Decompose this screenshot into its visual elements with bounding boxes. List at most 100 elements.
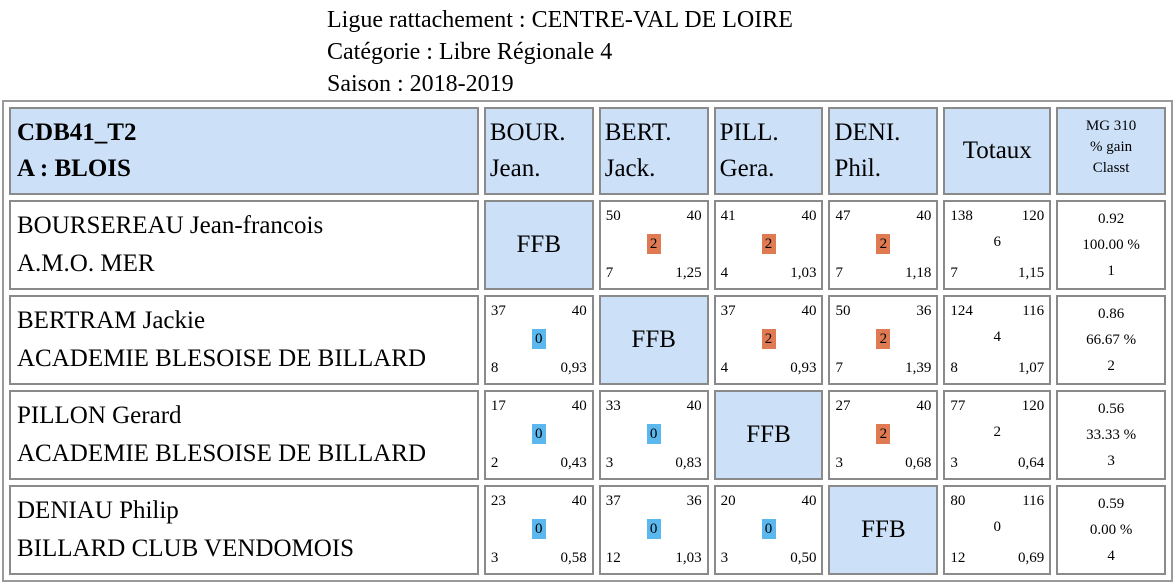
match-innings: 3 <box>720 550 729 566</box>
match-target: 36 <box>916 303 932 319</box>
match-points: 37 <box>605 493 621 509</box>
player-cell: BOURSEREAU Jean-francois A.M.O. MER <box>9 200 479 290</box>
gain-percent: 0.00 % <box>1089 522 1133 538</box>
match-cell: 33 40 0 3 0,83 <box>598 390 709 480</box>
player-name: BERTRAM Jackie <box>17 307 206 334</box>
mg-header-line3: Classt <box>1092 160 1130 176</box>
player-club: ACADEMIE BLESOISE DE BILLARD <box>17 345 427 372</box>
match-target: 40 <box>916 208 932 224</box>
self-match-cell: FFB <box>598 295 709 385</box>
table-header-row: CDB41_T2 A : BLOIS BOUR. Jean. BERT. Jac… <box>9 107 1166 195</box>
match-cell: 27 40 2 3 0,68 <box>828 390 939 480</box>
column-header-line1: BERT. <box>604 119 672 146</box>
column-header: BERT. Jack. <box>598 107 709 195</box>
match-average: 1,39 <box>905 360 932 376</box>
match-cell: 23 40 0 3 0,58 <box>483 485 594 575</box>
total-innings: 12 <box>950 550 966 566</box>
match-average: 0,68 <box>905 455 932 471</box>
general-average: 0.59 <box>1097 496 1125 512</box>
self-match-cell: FFB <box>713 390 824 480</box>
column-header-line2: Jack. <box>604 155 656 182</box>
match-points: 37 <box>490 303 506 319</box>
match-average: 0,83 <box>675 455 702 471</box>
match-points: 50 <box>835 303 851 319</box>
general-average: 0.92 <box>1097 211 1125 227</box>
totals-cell: 124 116 4 8 1,07 <box>943 295 1052 385</box>
match-target: 40 <box>801 493 817 509</box>
match-innings: 3 <box>835 455 843 471</box>
match-average: 0,58 <box>560 550 587 566</box>
player-name: DENIAU Philip <box>17 497 179 524</box>
general-average: 0.86 <box>1097 306 1125 322</box>
player-cell: PILLON Gerard ACADEMIE BLESOISE DE BILLAR… <box>9 390 479 480</box>
match-innings: 4 <box>720 360 729 376</box>
total-average: 1,07 <box>1017 360 1045 376</box>
total-average: 1,15 <box>1017 265 1045 281</box>
column-header-line1: PILL. <box>719 119 779 146</box>
match-cell: 50 36 2 7 1,39 <box>828 295 939 385</box>
league-line: Ligue rattachement : CENTRE-VAL DE LOIRE <box>327 7 793 33</box>
mg-header: MG 310 % gain Classt <box>1056 107 1166 195</box>
totals-cell: 77 120 2 3 0,64 <box>943 390 1052 480</box>
total-innings: 3 <box>950 455 958 471</box>
page-header: Ligue rattachement : CENTRE-VAL DE LOIRE… <box>327 4 793 100</box>
player-club: ACADEMIE BLESOISE DE BILLARD <box>17 440 427 467</box>
mg-cell: 0.92 100.00 % 1 <box>1056 200 1166 290</box>
match-points: 17 <box>490 398 506 414</box>
match-target: 40 <box>686 398 702 414</box>
match-result-badge: 2 <box>876 329 891 349</box>
match-result-badge: 0 <box>646 424 661 444</box>
mg-header-line1: MG 310 <box>1085 118 1137 134</box>
match-target: 40 <box>571 493 587 509</box>
match-innings: 7 <box>835 265 843 281</box>
totals-cell: 138 120 6 7 1,15 <box>943 200 1052 290</box>
match-average: 1,03 <box>790 265 817 281</box>
match-cell: 20 40 0 3 0,50 <box>713 485 824 575</box>
match-innings: 3 <box>605 455 614 471</box>
match-result-badge: 0 <box>646 519 661 539</box>
match-cell: 17 40 0 2 0,43 <box>483 390 594 480</box>
player-club: A.M.O. MER <box>17 250 155 277</box>
match-points: 50 <box>605 208 621 224</box>
match-points: 23 <box>490 493 506 509</box>
table-row: BERTRAM Jackie ACADEMIE BLESOISE DE BILLA… <box>9 295 1166 385</box>
ranking: 3 <box>1107 453 1115 469</box>
table-row: PILLON Gerard ACADEMIE BLESOISE DE BILLAR… <box>9 390 1166 480</box>
match-cell: 47 40 2 7 1,18 <box>828 200 939 290</box>
column-header-line2: Phil. <box>834 155 881 182</box>
mg-cell: 0.86 66.67 % 2 <box>1056 295 1166 385</box>
player-cell: BERTRAM Jackie ACADEMIE BLESOISE DE BILLA… <box>9 295 479 385</box>
match-cell: 37 36 0 12 1,03 <box>598 485 709 575</box>
mg-cell: 0.56 33.33 % 3 <box>1056 390 1166 480</box>
match-cell: 41 40 2 4 1,03 <box>713 200 824 290</box>
column-header-line1: DENI. <box>834 119 901 146</box>
totals-cell: 80 116 0 12 0,69 <box>943 485 1052 575</box>
match-target: 40 <box>686 208 702 224</box>
player-name: BOURSEREAU Jean-francois <box>17 212 324 239</box>
match-points: 20 <box>720 493 736 509</box>
match-target: 40 <box>916 398 932 414</box>
totals-header: Totaux <box>943 107 1052 195</box>
match-target: 36 <box>686 493 702 509</box>
match-points: 47 <box>835 208 851 224</box>
match-innings: 12 <box>605 550 621 566</box>
category-line: Catégorie : Libre Régionale 4 <box>327 39 613 65</box>
match-innings: 7 <box>605 265 614 281</box>
match-result-badge: 2 <box>876 424 891 444</box>
group-code: CDB41_T2 <box>17 119 137 146</box>
player-name: PILLON Gerard <box>17 402 182 429</box>
ranking: 4 <box>1107 548 1115 564</box>
match-points: 41 <box>720 208 736 224</box>
gain-percent: 66.67 % <box>1086 332 1137 348</box>
total-target: 120 <box>1021 208 1045 224</box>
match-points: 37 <box>720 303 736 319</box>
match-result-badge: 0 <box>531 519 546 539</box>
match-average: 0,93 <box>560 360 587 376</box>
match-result-badge: 2 <box>761 329 776 349</box>
match-average: 1,03 <box>675 550 702 566</box>
table-row: BOURSEREAU Jean-francois A.M.O. MER FFB 50 4… <box>9 200 1166 290</box>
self-match-cell: FFB <box>483 200 594 290</box>
general-average: 0.56 <box>1097 401 1125 417</box>
total-match-points: 2 <box>993 424 1002 440</box>
match-innings: 8 <box>490 360 499 376</box>
